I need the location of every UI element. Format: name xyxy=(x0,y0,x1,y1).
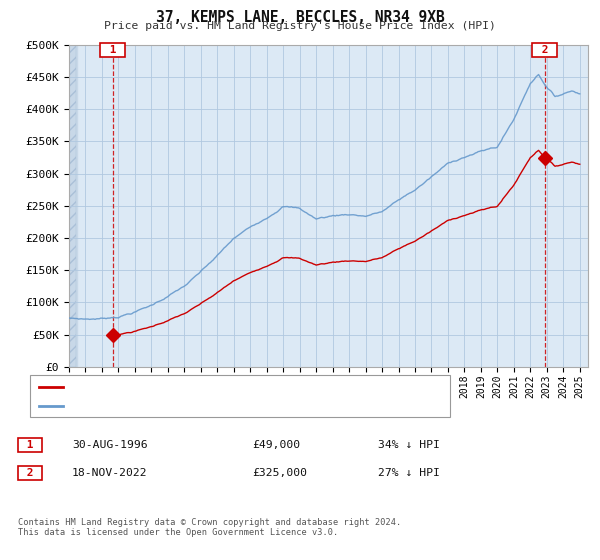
Text: 1: 1 xyxy=(20,440,40,450)
Text: 37, KEMPS LANE, BECCLES, NR34 9XB: 37, KEMPS LANE, BECCLES, NR34 9XB xyxy=(155,10,445,25)
Text: Contains HM Land Registry data © Crown copyright and database right 2024.
This d: Contains HM Land Registry data © Crown c… xyxy=(18,518,401,538)
Text: £49,000: £49,000 xyxy=(252,440,300,450)
Text: £325,000: £325,000 xyxy=(252,468,307,478)
Text: 30-AUG-1996: 30-AUG-1996 xyxy=(72,440,148,450)
Text: 34% ↓ HPI: 34% ↓ HPI xyxy=(378,440,440,450)
Bar xyxy=(69,45,77,367)
Text: Price paid vs. HM Land Registry's House Price Index (HPI): Price paid vs. HM Land Registry's House … xyxy=(104,21,496,31)
Text: 2: 2 xyxy=(535,45,555,55)
Text: 1: 1 xyxy=(103,45,123,55)
Text: HPI: Average price, detached house, East Suffolk: HPI: Average price, detached house, East… xyxy=(69,401,369,411)
Text: 27% ↓ HPI: 27% ↓ HPI xyxy=(378,468,440,478)
Text: 18-NOV-2022: 18-NOV-2022 xyxy=(72,468,148,478)
Text: 2: 2 xyxy=(20,468,40,478)
Text: 37, KEMPS LANE, BECCLES, NR34 9XB (detached house): 37, KEMPS LANE, BECCLES, NR34 9XB (detac… xyxy=(69,381,382,391)
